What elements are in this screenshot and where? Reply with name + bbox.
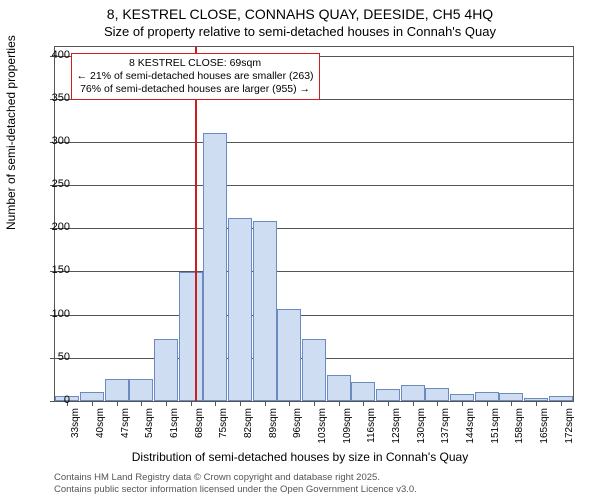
xtick-label: 130sqm: [416, 408, 427, 444]
xtick-mark: [191, 401, 192, 406]
histogram-bar: [179, 272, 203, 402]
histogram-bar: [450, 394, 474, 401]
xtick-mark: [339, 401, 340, 406]
attribution-line: Contains public sector information licen…: [54, 484, 417, 496]
histogram-bar: [351, 382, 375, 401]
xtick-mark: [117, 401, 118, 406]
attribution-text: Contains HM Land Registry data © Crown c…: [54, 472, 417, 496]
xtick-mark: [536, 401, 537, 406]
y-axis-label: Number of semi-detached properties: [4, 35, 18, 230]
annotation-line: 76% of semi-detached houses are larger (…: [77, 83, 314, 96]
histogram-bar: [154, 339, 178, 401]
xtick-label: 75sqm: [218, 408, 229, 438]
histogram-bar: [499, 393, 523, 401]
annotation-box: 8 KESTREL CLOSE: 69sqm← 21% of semi-deta…: [71, 53, 320, 100]
xtick-label: 158sqm: [514, 408, 525, 444]
xtick-label: 96sqm: [292, 408, 303, 438]
xtick-label: 103sqm: [317, 408, 328, 444]
xtick-mark: [437, 401, 438, 406]
xtick-label: 68sqm: [194, 408, 205, 438]
xtick-label: 144sqm: [465, 408, 476, 444]
x-axis-label: Distribution of semi-detached houses by …: [0, 450, 600, 464]
xtick-mark: [240, 401, 241, 406]
xtick-mark: [314, 401, 315, 406]
ytick-label: 200: [40, 221, 70, 233]
histogram-bar: [425, 388, 449, 401]
xtick-label: 165sqm: [539, 408, 550, 444]
plot-area: 8 KESTREL CLOSE: 69sqm← 21% of semi-deta…: [54, 46, 574, 402]
histogram-bar: [80, 392, 104, 401]
annotation-line: ← 21% of semi-detached houses are smalle…: [77, 70, 314, 83]
histogram-bar: [327, 375, 351, 401]
xtick-label: 151sqm: [490, 408, 501, 444]
histogram-bar: [253, 221, 277, 401]
xtick-label: 82sqm: [243, 408, 254, 438]
gridline-h: [55, 315, 573, 316]
xtick-mark: [215, 401, 216, 406]
histogram-bar: [277, 309, 301, 401]
ytick-label: 0: [40, 394, 70, 406]
histogram-bar: [302, 339, 326, 401]
xtick-label: 116sqm: [366, 408, 377, 443]
chart-subtitle: Size of property relative to semi-detach…: [0, 24, 600, 39]
xtick-mark: [561, 401, 562, 406]
xtick-label: 47sqm: [120, 408, 131, 438]
histogram-bar: [376, 389, 400, 401]
gridline-h: [55, 185, 573, 186]
xtick-mark: [487, 401, 488, 406]
xtick-label: 123sqm: [391, 408, 402, 444]
gridline-h: [55, 142, 573, 143]
xtick-mark: [289, 401, 290, 406]
xtick-mark: [462, 401, 463, 406]
histogram-bar: [228, 218, 252, 401]
xtick-label: 33sqm: [70, 408, 81, 438]
ytick-label: 300: [40, 135, 70, 147]
ytick-label: 100: [40, 308, 70, 320]
xtick-mark: [413, 401, 414, 406]
xtick-mark: [265, 401, 266, 406]
xtick-mark: [511, 401, 512, 406]
xtick-mark: [166, 401, 167, 406]
xtick-mark: [92, 401, 93, 406]
histogram-bar: [105, 379, 129, 401]
xtick-label: 172sqm: [564, 408, 575, 444]
annotation-line: 8 KESTREL CLOSE: 69sqm: [77, 57, 314, 70]
xtick-label: 109sqm: [342, 408, 353, 444]
gridline-h: [55, 228, 573, 229]
xtick-label: 137sqm: [440, 408, 451, 444]
attribution-line: Contains HM Land Registry data © Crown c…: [54, 472, 417, 484]
histogram-bar: [475, 392, 499, 401]
xtick-label: 40sqm: [95, 408, 106, 438]
ytick-label: 150: [40, 264, 70, 276]
gridline-h: [55, 271, 573, 272]
xtick-mark: [363, 401, 364, 406]
ytick-label: 50: [40, 351, 70, 363]
histogram-bar: [203, 133, 227, 401]
xtick-mark: [141, 401, 142, 406]
histogram-bar: [129, 379, 153, 401]
xtick-label: 61sqm: [169, 408, 180, 438]
histogram-bar: [401, 385, 425, 401]
xtick-label: 54sqm: [144, 408, 155, 438]
ytick-label: 250: [40, 178, 70, 190]
xtick-label: 89sqm: [268, 408, 279, 438]
xtick-mark: [388, 401, 389, 406]
ytick-label: 400: [40, 49, 70, 61]
chart-title: 8, KESTREL CLOSE, CONNAHS QUAY, DEESIDE,…: [0, 6, 600, 22]
ytick-label: 350: [40, 92, 70, 104]
